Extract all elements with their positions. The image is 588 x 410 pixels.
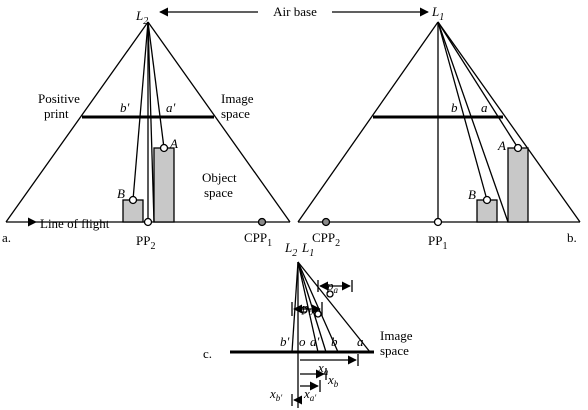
line-of-flight-label: Line of flight [40, 216, 110, 231]
panel-a-left-edge [5, 21, 149, 223]
panel-a-CPP1-label: CPP1 [244, 230, 272, 249]
panel-a-ray-to-A-base [147, 21, 155, 223]
panel-b-object-B-label: B [468, 187, 476, 202]
panel-c-label-b: b [331, 334, 338, 349]
xa-prime-label: xa' [303, 386, 317, 403]
panel-a-point-B [128, 195, 138, 205]
parallax-pa-label: pa [326, 278, 339, 295]
panel-b-ray-to-A-base [437, 21, 509, 223]
panel-b: L1 b a A B CPP2 PP1 b. [297, 4, 581, 252]
panel-b-PP1-label: PP1 [428, 233, 447, 252]
panel-b-letter: b. [567, 230, 577, 245]
panel-b-image-point-b: b [451, 100, 458, 115]
panel-b-CPP2-label: CPP2 [312, 230, 340, 249]
air-base-label: Air base [273, 4, 317, 19]
panel-c-point-b [314, 310, 322, 318]
panel-c-letter: c. [203, 346, 212, 361]
panel-c-station-L1: L1 [301, 240, 314, 259]
panel-b-right-edge [437, 21, 581, 223]
panel-a-letter: a. [2, 230, 11, 245]
panel-c-point-a [326, 290, 334, 298]
panel-c-label-a: a [357, 334, 364, 349]
panel-b-station-label: L1 [431, 4, 444, 23]
image-space-label-1: Image [221, 91, 254, 106]
panel-c-label-a-prime: a' [310, 334, 320, 349]
xb-prime-label: xb' [269, 386, 283, 403]
panel-a: L2 Positive print Image space Object spa… [2, 8, 291, 252]
air-base: Air base [159, 4, 429, 19]
panel-a-station-label: L2 [135, 8, 148, 27]
panel-a-PP2-label: PP2 [136, 233, 155, 252]
panel-b-point-CPP2 [321, 217, 331, 227]
panel-b-ray-to-A [437, 21, 519, 149]
panel-a-ray-to-A [147, 21, 165, 149]
parallax-pb-label: pb [301, 300, 314, 317]
panel-c-ray-b-prime [291, 261, 299, 353]
panel-b-point-B [482, 195, 492, 205]
panel-a-image-point-b-prime: b' [120, 100, 130, 115]
panel-a-right-edge [147, 21, 291, 223]
panel-b-point-A [513, 143, 523, 153]
panel-c-label-b-prime: b' [280, 334, 290, 349]
panel-b-point-PP1 [433, 217, 443, 227]
panel-a-object-A [153, 147, 175, 223]
object-space-label-2: space [204, 185, 233, 200]
panel-c-ray-a [297, 261, 371, 353]
panel-a-object-B-label: B [117, 186, 125, 201]
panel-b-object-A-label: A [497, 138, 506, 153]
panel-a-ray-to-B [132, 21, 149, 201]
positive-print-label-1: Positive [38, 91, 80, 106]
image-space-label-2: space [221, 106, 250, 121]
panel-b-ray-to-B [437, 21, 488, 201]
panel-c-station-L2: L2 [284, 240, 297, 259]
xb-label: xb [327, 372, 339, 389]
panel-c-image-space-label-1: Image [380, 328, 413, 343]
object-space-label-1: Object [202, 170, 237, 185]
positive-print-label-2: print [44, 106, 69, 121]
panel-a-image-point-a-prime: a' [166, 100, 176, 115]
panel-b-object-A [507, 147, 529, 223]
panel-c: L2 L1 pa pb b' o a' b a Image space c. [203, 240, 413, 408]
panel-a-point-PP2 [143, 217, 153, 227]
panel-a-object-A-label: A [169, 136, 178, 151]
panel-a-point-A [159, 143, 169, 153]
panel-b-image-point-a: a [481, 100, 488, 115]
panel-b-left-edge [297, 21, 439, 223]
panel-c-label-o: o [299, 334, 306, 349]
panel-c-image-space-label-2: space [380, 343, 409, 358]
panel-a-point-CPP1 [257, 217, 267, 227]
